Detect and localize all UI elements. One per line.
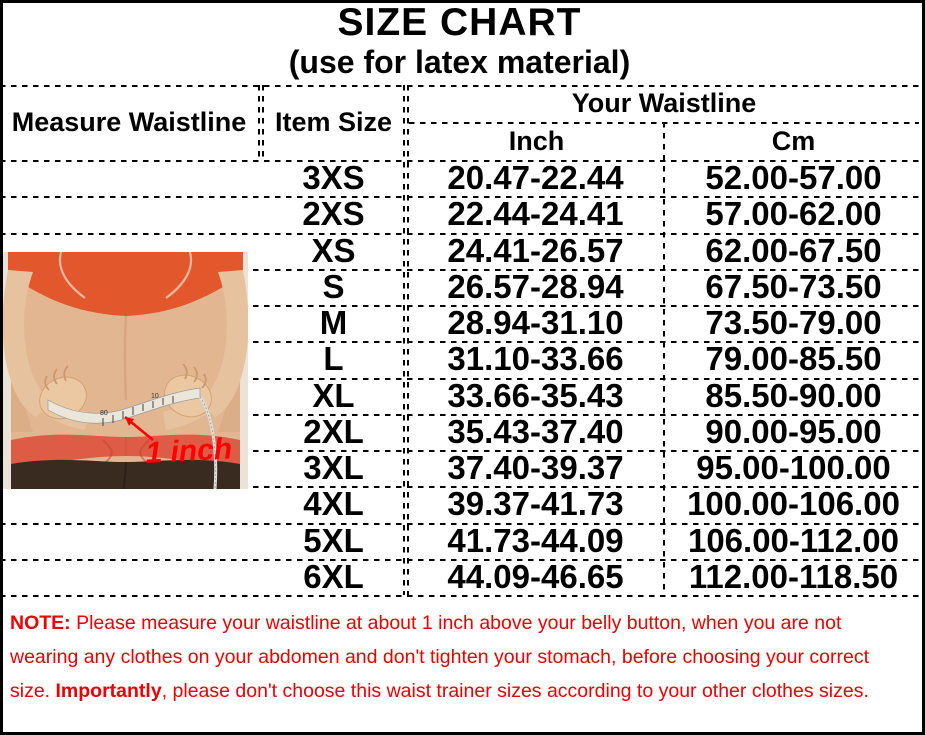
svg-text:80: 80 bbox=[100, 410, 108, 417]
svg-text:1 inch: 1 inch bbox=[145, 432, 233, 469]
svg-text:10: 10 bbox=[151, 393, 159, 400]
